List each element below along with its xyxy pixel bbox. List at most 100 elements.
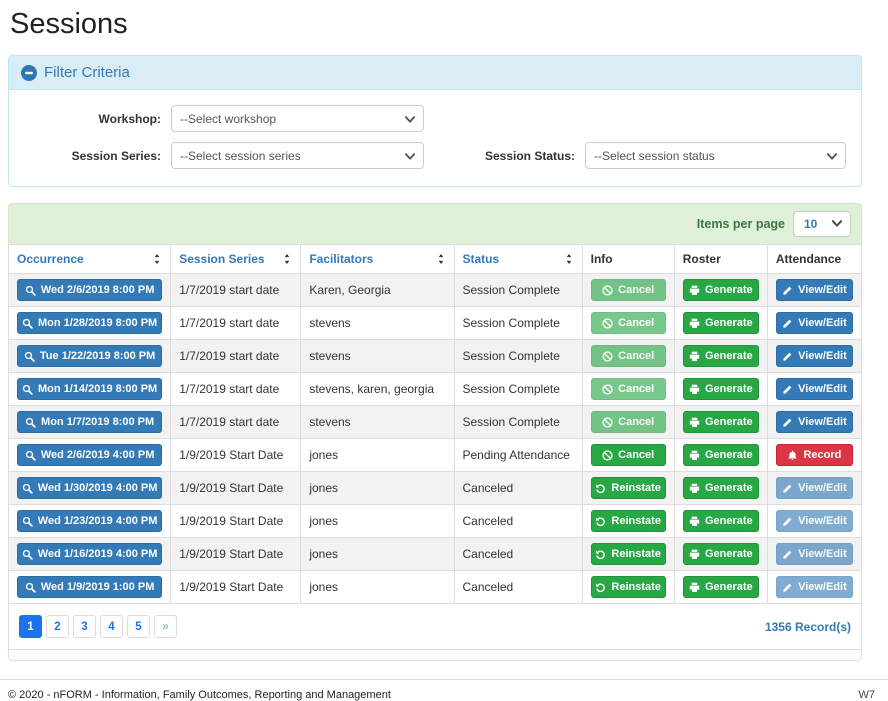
- ban-icon: [602, 417, 613, 428]
- roster-generate-button[interactable]: Generate: [683, 444, 759, 466]
- facilitators-cell: jones: [301, 472, 454, 505]
- attendance-action-button[interactable]: View/Edit: [776, 279, 853, 301]
- status-cell: Session Complete: [454, 373, 582, 406]
- occurrence-button[interactable]: Mon 1/28/2019 8:00 PM: [17, 312, 162, 334]
- occurrence-button[interactable]: Wed 2/6/2019 8:00 PM: [17, 279, 162, 301]
- attendance-action-button[interactable]: View/Edit: [776, 378, 853, 400]
- search-icon: [22, 384, 33, 395]
- pagination-page-1[interactable]: 1: [19, 615, 42, 638]
- pagination-page-3[interactable]: 3: [73, 615, 96, 638]
- session-series-label: Session Series:: [9, 149, 171, 163]
- column-header-attendance: Attendance: [767, 245, 861, 274]
- occurrence-button[interactable]: Mon 1/7/2019 8:00 PM: [17, 411, 162, 433]
- sort-icon[interactable]: [564, 253, 574, 265]
- info-action-button[interactable]: Reinstate: [591, 477, 666, 499]
- pagination-page-4[interactable]: 4: [100, 615, 123, 638]
- filter-criteria-header[interactable]: Filter Criteria: [9, 56, 861, 90]
- printer-icon: [689, 417, 700, 428]
- roster-generate-button[interactable]: Generate: [683, 510, 759, 532]
- roster-generate-button[interactable]: Generate: [683, 378, 759, 400]
- ban-icon: [602, 285, 613, 296]
- occurrence-button[interactable]: Mon 1/14/2019 8:00 PM: [17, 378, 162, 400]
- status-cell: Canceled: [454, 472, 582, 505]
- pagination-page-5[interactable]: 5: [127, 615, 150, 638]
- page-title: Sessions: [8, 0, 862, 55]
- table-row: Wed 1/23/2019 4:00 PM 1/9/2019 Start Dat…: [9, 505, 862, 538]
- search-icon: [22, 516, 33, 527]
- facilitators-cell: jones: [301, 538, 454, 571]
- printer-icon: [689, 450, 700, 461]
- pagination-page-2[interactable]: 2: [46, 615, 69, 638]
- sessions-table-card: Items per page 10 Occurrence Session Ser…: [8, 203, 862, 661]
- session-series-select[interactable]: --Select session series: [171, 142, 424, 169]
- sort-icon[interactable]: [152, 253, 162, 265]
- table-row: Mon 1/7/2019 8:00 PM 1/7/2019 start date…: [9, 406, 862, 439]
- roster-generate-button[interactable]: Generate: [683, 279, 759, 301]
- attendance-action-button: View/Edit: [776, 477, 853, 499]
- undo-icon: [595, 516, 606, 527]
- search-icon: [22, 549, 33, 560]
- info-action-button: Cancel: [591, 411, 666, 433]
- pencil-icon: [782, 483, 793, 494]
- session-status-select[interactable]: --Select session status: [585, 142, 846, 169]
- attendance-action-button[interactable]: View/Edit: [776, 345, 853, 367]
- info-action-button[interactable]: Reinstate: [591, 576, 666, 598]
- session-series-cell: 1/9/2019 Start Date: [171, 538, 301, 571]
- column-header-status[interactable]: Status: [454, 245, 582, 274]
- column-header-occurrence[interactable]: Occurrence: [9, 245, 171, 274]
- column-header-session-series[interactable]: Session Series: [171, 245, 301, 274]
- roster-generate-button[interactable]: Generate: [683, 345, 759, 367]
- items-per-page-select[interactable]: 10: [793, 211, 851, 237]
- printer-icon: [689, 582, 700, 593]
- undo-icon: [595, 549, 606, 560]
- occurrence-button[interactable]: Wed 1/30/2019 4:00 PM: [17, 477, 162, 499]
- sort-icon[interactable]: [436, 253, 446, 265]
- table-footer: 12345» 1356 Record(s): [8, 604, 862, 650]
- attendance-action-button[interactable]: View/Edit: [776, 411, 853, 433]
- card-bottom-strip: [8, 650, 862, 661]
- pencil-icon: [782, 285, 793, 296]
- pencil-icon: [782, 549, 793, 560]
- status-cell: Pending Attendance: [454, 439, 582, 472]
- session-series-cell: 1/9/2019 Start Date: [171, 472, 301, 505]
- version-label: W7: [859, 689, 876, 701]
- attendance-action-button: View/Edit: [776, 510, 853, 532]
- facilitators-cell: jones: [301, 571, 454, 604]
- sort-icon[interactable]: [282, 253, 292, 265]
- facilitators-cell: jones: [301, 439, 454, 472]
- facilitators-cell: stevens: [301, 406, 454, 439]
- minus-circle-icon: [21, 65, 37, 81]
- facilitators-cell: stevens: [301, 307, 454, 340]
- ban-icon: [602, 384, 613, 395]
- pencil-icon: [782, 417, 793, 428]
- occurrence-button[interactable]: Tue 1/22/2019 8:00 PM: [17, 345, 162, 367]
- table-row: Wed 1/9/2019 1:00 PM 1/9/2019 Start Date…: [9, 571, 862, 604]
- bell-icon: [787, 450, 798, 461]
- info-action-button[interactable]: Reinstate: [591, 543, 666, 565]
- attendance-action-button: View/Edit: [776, 576, 853, 598]
- roster-generate-button[interactable]: Generate: [683, 477, 759, 499]
- record-count: 1356 Record(s): [765, 620, 851, 634]
- table-row: Tue 1/22/2019 8:00 PM 1/7/2019 start dat…: [9, 340, 862, 373]
- workshop-label: Workshop:: [9, 112, 171, 126]
- table-row: Wed 2/6/2019 8:00 PM 1/7/2019 start date…: [9, 274, 862, 307]
- attendance-action-button[interactable]: View/Edit: [776, 312, 853, 334]
- pencil-icon: [782, 384, 793, 395]
- roster-generate-button[interactable]: Generate: [683, 312, 759, 334]
- workshop-select[interactable]: --Select workshop: [171, 105, 424, 132]
- occurrence-button[interactable]: Wed 1/23/2019 4:00 PM: [17, 510, 162, 532]
- occurrence-button[interactable]: Wed 2/6/2019 4:00 PM: [17, 444, 162, 466]
- roster-generate-button[interactable]: Generate: [683, 576, 759, 598]
- info-action-button: Cancel: [591, 279, 666, 301]
- info-action-button[interactable]: Reinstate: [591, 510, 666, 532]
- info-action-button[interactable]: Cancel: [591, 444, 666, 466]
- column-header-facilitators[interactable]: Facilitators: [301, 245, 454, 274]
- occurrence-button[interactable]: Wed 1/9/2019 1:00 PM: [17, 576, 162, 598]
- pagination-next[interactable]: »: [154, 615, 177, 638]
- search-icon: [22, 483, 33, 494]
- roster-generate-button[interactable]: Generate: [683, 543, 759, 565]
- attendance-action-button[interactable]: Record: [776, 444, 853, 466]
- roster-generate-button[interactable]: Generate: [683, 411, 759, 433]
- session-series-cell: 1/9/2019 Start Date: [171, 571, 301, 604]
- occurrence-button[interactable]: Wed 1/16/2019 4:00 PM: [17, 543, 162, 565]
